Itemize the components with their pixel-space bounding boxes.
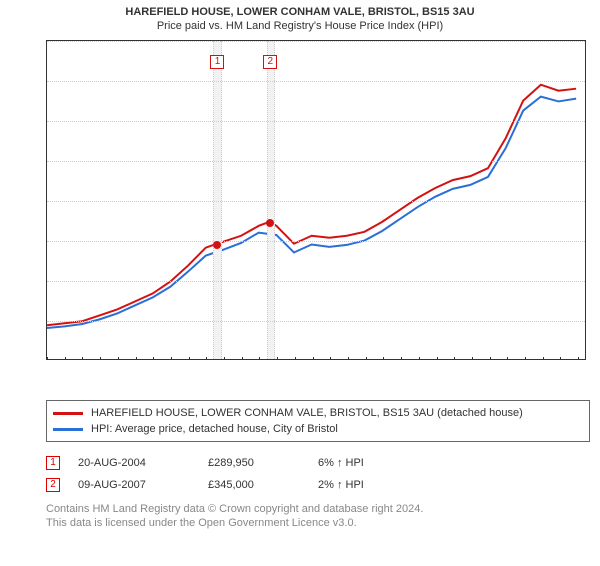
data-point-dot <box>266 219 274 227</box>
attribution: Contains HM Land Registry data © Crown c… <box>46 502 590 531</box>
series-line <box>47 97 576 328</box>
legend-item: HPI: Average price, detached house, City… <box>53 421 583 437</box>
legend-swatch <box>53 428 83 431</box>
datapoint-hpi: 2% ↑ HPI <box>318 479 418 491</box>
x-tick <box>490 357 491 360</box>
datapoint-marker: 1 <box>46 456 60 470</box>
chart-container: HAREFIELD HOUSE, LOWER CONHAM VALE, BRIS… <box>0 6 600 566</box>
x-tick <box>295 357 296 360</box>
x-tick <box>224 357 225 360</box>
x-tick <box>65 357 66 360</box>
y-axis-label: £100K <box>46 315 47 327</box>
x-tick <box>313 357 314 360</box>
gridline <box>47 281 585 282</box>
y-axis-label: £200K <box>46 275 47 287</box>
x-tick <box>259 357 260 360</box>
gridline <box>47 161 585 162</box>
y-axis-label: £600K <box>46 115 47 127</box>
x-tick <box>189 357 190 360</box>
datapoint-row: 1 20-AUG-2004£289,9506% ↑ HPI <box>46 452 590 474</box>
datapoint-marker: 2 <box>46 478 60 492</box>
legend-label: HAREFIELD HOUSE, LOWER CONHAM VALE, BRIS… <box>91 407 523 419</box>
legend-label: HPI: Average price, detached house, City… <box>91 423 338 435</box>
attribution-line: This data is licensed under the Open Gov… <box>46 516 590 530</box>
gridline <box>47 201 585 202</box>
legend: HAREFIELD HOUSE, LOWER CONHAM VALE, BRIS… <box>46 400 590 442</box>
gridline <box>47 321 585 322</box>
x-tick <box>560 357 561 360</box>
datapoint-price: £345,000 <box>208 479 318 491</box>
datapoint-date: 09-AUG-2007 <box>78 479 208 491</box>
x-tick <box>206 357 207 360</box>
legend-item: HAREFIELD HOUSE, LOWER CONHAM VALE, BRIS… <box>53 405 583 421</box>
datapoint-row: 2 09-AUG-2007£345,0002% ↑ HPI <box>46 474 590 496</box>
marker-box: 2 <box>263 55 277 69</box>
chart-area: £0£100K£200K£300K£400K£500K£600K£700K£80… <box>46 40 590 360</box>
legend-swatch <box>53 412 83 415</box>
x-tick <box>171 357 172 360</box>
datapoint-hpi: 6% ↑ HPI <box>318 457 418 469</box>
x-tick <box>525 357 526 360</box>
x-tick <box>330 357 331 360</box>
data-point-table: 1 20-AUG-2004£289,9506% ↑ HPI 2 09-AUG-2007… <box>46 452 590 496</box>
x-tick <box>383 357 384 360</box>
highlight-band <box>213 41 222 359</box>
x-tick <box>419 357 420 360</box>
datapoint-price: £289,950 <box>208 457 318 469</box>
marker-box: 1 <box>210 55 224 69</box>
x-tick <box>348 357 349 360</box>
datapoint-date: 20-AUG-2004 <box>78 457 208 469</box>
gridline <box>47 121 585 122</box>
x-tick <box>242 357 243 360</box>
gridline <box>47 241 585 242</box>
x-tick <box>118 357 119 360</box>
x-tick <box>578 357 579 360</box>
gridline <box>47 41 585 42</box>
chart-subtitle: Price paid vs. HM Land Registry's House … <box>0 20 600 32</box>
x-tick <box>82 357 83 360</box>
x-tick <box>472 357 473 360</box>
y-axis-label: £400K <box>46 195 47 207</box>
x-tick <box>47 357 48 360</box>
x-tick <box>507 357 508 360</box>
chart-title: HAREFIELD HOUSE, LOWER CONHAM VALE, BRIS… <box>0 6 600 18</box>
y-axis-label: £500K <box>46 155 47 167</box>
x-tick <box>100 357 101 360</box>
highlight-band <box>267 41 276 359</box>
y-axis-label: £700K <box>46 75 47 87</box>
x-tick <box>366 357 367 360</box>
x-tick <box>437 357 438 360</box>
y-axis-label: £300K <box>46 235 47 247</box>
gridline <box>47 81 585 82</box>
series-lines <box>47 41 585 359</box>
x-tick <box>277 357 278 360</box>
attribution-line: Contains HM Land Registry data © Crown c… <box>46 502 590 516</box>
plot-region: £0£100K£200K£300K£400K£500K£600K£700K£80… <box>46 40 586 360</box>
x-tick <box>543 357 544 360</box>
x-tick <box>401 357 402 360</box>
x-tick <box>153 357 154 360</box>
x-tick <box>454 357 455 360</box>
data-point-dot <box>213 241 221 249</box>
y-axis-label: £800K <box>46 40 47 47</box>
x-tick <box>136 357 137 360</box>
